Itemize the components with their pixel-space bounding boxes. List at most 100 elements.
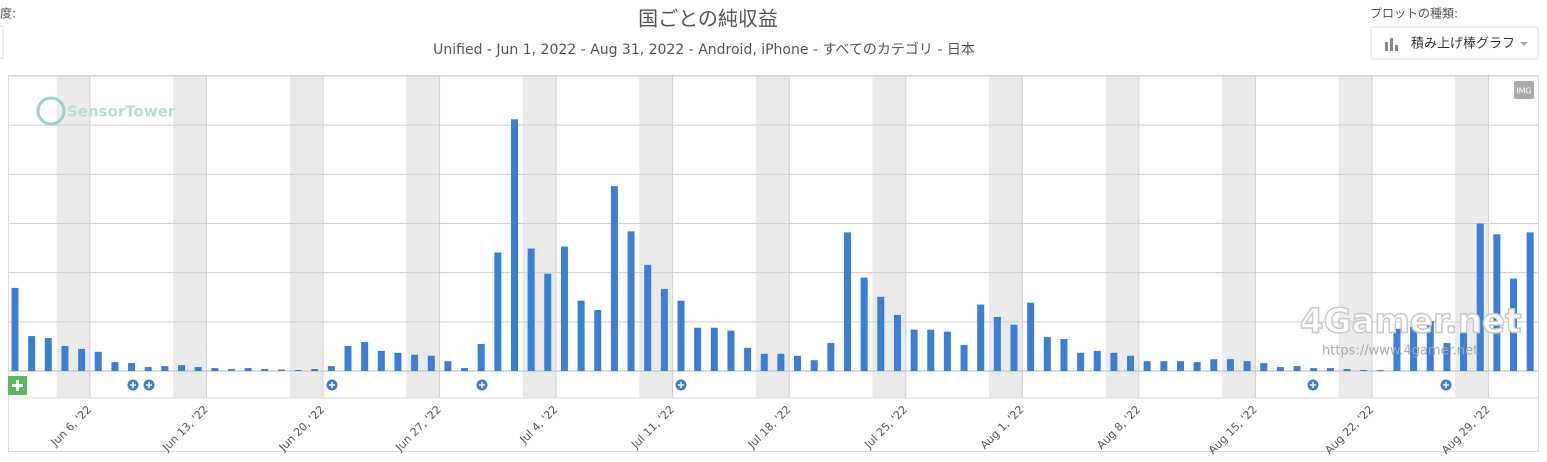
x-tick-label: Jul 25, '22 (861, 403, 910, 452)
bar (1060, 339, 1068, 371)
bar (94, 351, 102, 371)
dropdown-icon (1390, 38, 1393, 51)
weekend-band (1105, 76, 1139, 398)
x-tick-label: Aug 15, '22 (1206, 403, 1260, 457)
bar (844, 232, 851, 371)
event-marker-plus (130, 382, 136, 388)
plot-type-dropdown[interactable]: 積み上げ棒グラフ (1370, 26, 1539, 60)
bar (594, 310, 602, 371)
plot-type[interactable]: 積み上げ棒グラフ (1411, 37, 1515, 52)
bar (1143, 361, 1151, 371)
left-control[interactable] (0, 25, 4, 59)
bar (943, 331, 951, 371)
bar (810, 360, 818, 371)
dropdown-icon (1395, 45, 1398, 51)
event-marker-plus (1443, 382, 1449, 388)
bar (211, 368, 219, 371)
bar (1426, 320, 1434, 371)
bar (527, 248, 535, 371)
bar (1460, 323, 1468, 371)
bar (494, 252, 502, 371)
bar (277, 369, 285, 371)
bar (377, 350, 385, 371)
bar (294, 370, 302, 371)
bar (444, 361, 452, 371)
dropdown-icon (1385, 42, 1388, 51)
event-marker[interactable] (476, 379, 488, 391)
export-label[interactable]: IMG (1516, 87, 1531, 96)
bar (893, 314, 901, 371)
bar (128, 363, 136, 371)
bar (660, 288, 668, 371)
bar (28, 336, 36, 371)
bar (1293, 366, 1301, 371)
bar (1027, 302, 1035, 371)
weekend-band (173, 76, 207, 398)
x-tick-label: Jul 11, '22 (628, 403, 677, 452)
bar (144, 367, 152, 371)
event-marker[interactable] (1440, 379, 1452, 391)
bar (1526, 232, 1534, 371)
event-marker-plus (479, 382, 485, 388)
bar (11, 287, 19, 371)
bar (327, 366, 335, 371)
bar (610, 186, 618, 371)
dropdown-box[interactable] (1370, 26, 1539, 60)
event-marker[interactable] (675, 379, 687, 391)
chart-title: 国ごとの純収益 (638, 7, 778, 31)
event-marker-plus (146, 382, 152, 388)
event-marker[interactable] (143, 379, 155, 391)
bar (677, 300, 685, 371)
export-button[interactable] (1514, 81, 1534, 99)
bar (244, 368, 252, 371)
bar (1360, 370, 1368, 371)
chart-subtitle: Unified - Jun 1, 2022 - Aug 31, 2022 - A… (433, 41, 975, 58)
bar (560, 246, 568, 371)
x-tick-label: Jun 13, '22 (159, 403, 210, 454)
x-tick-label: Jun 27, '22 (392, 403, 443, 454)
bar (744, 347, 752, 371)
bar (477, 343, 485, 371)
bar (927, 329, 935, 371)
watermark: https://www.4gamer.net (1322, 344, 1478, 359)
event-marker[interactable] (127, 379, 139, 391)
watermark: SensorTower (67, 103, 176, 121)
bar (1226, 359, 1234, 371)
bar (61, 345, 69, 371)
event-marker-plus (329, 382, 335, 388)
x-tick-label: Aug 22, '22 (1322, 403, 1376, 457)
plot-area: Jun 6, '22 Jun 13, '22 Jun 20, '22 Jun 27, … (9, 75, 1538, 457)
bar (794, 355, 802, 371)
bar (461, 368, 469, 371)
event-marker[interactable] (1307, 379, 1319, 391)
bar (1443, 342, 1451, 371)
x-tick-label: Aug 29, '22 (1439, 403, 1493, 457)
bar (627, 231, 635, 371)
weekend-band (406, 76, 440, 398)
bar (261, 369, 269, 371)
bar (1177, 361, 1184, 371)
bar (361, 341, 369, 371)
weekend-band (56, 76, 90, 398)
event-marker-plus (678, 382, 684, 388)
bar (1476, 223, 1484, 371)
bar (1210, 359, 1218, 371)
x-tick-label: Jul 4, '22 (517, 403, 561, 447)
event-marker[interactable] (326, 379, 338, 391)
bar (960, 344, 968, 371)
event-marker-plus (1310, 382, 1316, 388)
bar (1393, 328, 1401, 371)
bar (1077, 352, 1085, 371)
x-tick-label: Jul 18, '22 (745, 403, 794, 452)
bar (1260, 363, 1268, 371)
bar (427, 355, 435, 371)
bar (411, 354, 419, 371)
bar (977, 304, 985, 371)
x-tick-label: Aug 8, '22 (1094, 403, 1143, 452)
bar (827, 342, 835, 371)
bar (344, 345, 352, 371)
bar (710, 327, 718, 371)
bar (511, 119, 518, 372)
